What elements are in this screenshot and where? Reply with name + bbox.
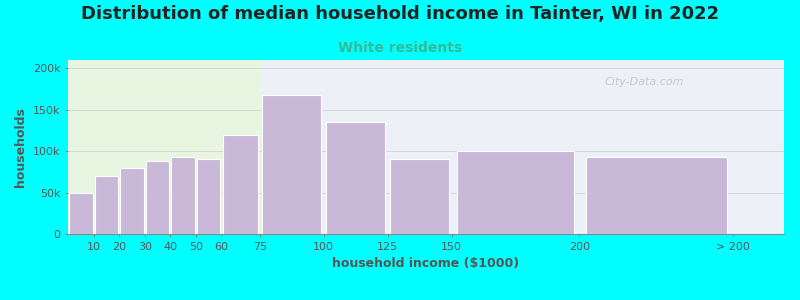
Text: Distribution of median household income in Tainter, WI in 2022: Distribution of median household income … (81, 4, 719, 22)
Bar (146, 161, 170, 234)
Bar (586, 157, 726, 234)
Bar (94, 176, 118, 234)
Text: White residents: White residents (338, 40, 462, 55)
Bar (457, 151, 574, 234)
Y-axis label: households: households (14, 107, 27, 187)
Bar (390, 159, 449, 234)
X-axis label: household income ($1000): household income ($1000) (333, 257, 519, 270)
Bar (68, 60, 260, 234)
Bar (171, 157, 195, 234)
Bar (69, 193, 93, 234)
Bar (326, 122, 385, 234)
Bar (197, 159, 221, 234)
Bar (262, 95, 321, 234)
Bar (223, 135, 258, 234)
Bar (120, 168, 144, 234)
Text: City-Data.com: City-Data.com (605, 77, 685, 87)
